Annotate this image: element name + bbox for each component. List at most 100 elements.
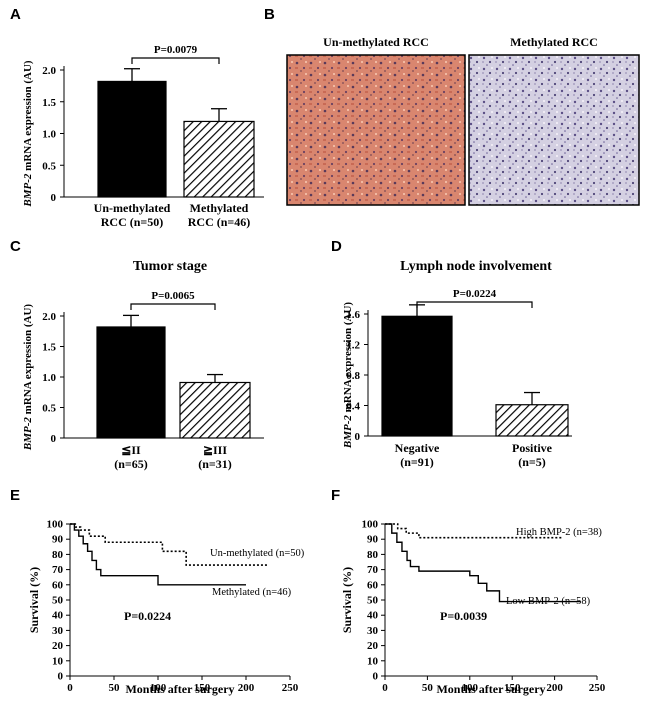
y-tick-label: 1.5	[42, 97, 56, 109]
significance-bracket	[131, 57, 220, 64]
bar-1	[97, 80, 167, 198]
y-tick-label: 60	[367, 579, 379, 591]
y-axis-label-gene: BMP-2	[22, 417, 34, 452]
y-tick-label: 60	[52, 579, 64, 591]
category-label-1: ≦II	[121, 443, 141, 457]
category-label-2: ≧III	[203, 443, 227, 457]
x-tick-label: 200	[238, 682, 255, 694]
y-tick-label: 0.8	[346, 370, 360, 382]
y-axis-label: BMP-2 mRNA expression (AU)	[22, 60, 34, 207]
survival-curve-2	[385, 523, 581, 603]
y-tick-label: 0	[51, 433, 57, 445]
series-label-1: High BMP-2 (n=38)	[516, 527, 602, 538]
y-tick-label: 1.5	[42, 342, 56, 354]
x-tick-label: 50	[109, 682, 121, 694]
y-tick-label: 2.0	[42, 65, 56, 77]
x-axis-label: Months after surgery	[436, 682, 545, 696]
panel-letter-b: B	[264, 6, 275, 23]
p-value-label: P=0.0065	[151, 290, 195, 302]
y-tick-label: 100	[362, 519, 379, 531]
bar-2	[183, 120, 255, 198]
y-tick-label: 0.4	[346, 401, 360, 413]
y-tick-label: 40	[52, 610, 64, 622]
significance-bracket	[416, 301, 533, 308]
y-axis-label-gene: BMP-2	[342, 415, 354, 450]
category-sublabel-1: (n=65)	[114, 457, 148, 471]
chart-title: Tumor stage	[133, 259, 207, 274]
x-tick-label: 200	[546, 682, 563, 694]
survival-curve-1	[385, 523, 564, 539]
y-axis-label: Survival (%)	[340, 567, 354, 633]
x-tick-label: 50	[422, 682, 434, 694]
y-axis-label-text: mRNA expression (AU)	[342, 302, 354, 415]
bar-1	[381, 315, 453, 437]
category-sublabel-2: (n=5)	[518, 455, 546, 469]
y-tick-label: 30	[52, 625, 64, 637]
y-tick-label: 40	[367, 610, 379, 622]
chart-a-bmp2-methylation: 0 0.5 1.0 1.5 2.0 BMP-2 mRNA expression (AU) U…	[22, 44, 264, 229]
category-label-1: Un-methylated	[94, 201, 171, 215]
y-tick-label: 100	[47, 519, 64, 531]
p-value-label: P=0.0224	[453, 288, 497, 300]
y-axis-label-text: mRNA expression (AU)	[22, 60, 34, 173]
x-tick-label: 250	[589, 682, 606, 694]
panel-letter-e: E	[10, 487, 20, 504]
y-tick-label: 0	[355, 431, 361, 443]
category-label-2: Positive	[512, 441, 553, 455]
category-label-1: Negative	[395, 441, 440, 455]
y-tick-label: 90	[52, 534, 64, 546]
panel-letter-f: F	[331, 487, 340, 504]
x-tick-label: 0	[67, 682, 73, 694]
bar-1	[96, 326, 166, 439]
series-label-2: Low BMP-2 (n=58)	[506, 596, 591, 607]
y-tick-label: 10	[52, 655, 64, 667]
bar-2	[495, 404, 569, 437]
panel-letter-c: C	[10, 238, 21, 255]
panel-letter-a: A	[10, 6, 21, 23]
y-tick-label: 1.0	[42, 129, 56, 141]
category-sublabel-2: (n=31)	[198, 457, 232, 471]
y-tick-label: 50	[367, 595, 379, 607]
y-tick-label: 0.5	[42, 403, 56, 415]
chart-f-survival-bmp2: 0 10 20 30 40 50 60 70 80 90 100 0 50 100 150 200 250 Mon…	[340, 519, 606, 697]
y-tick-label: 80	[367, 549, 379, 561]
y-tick-label: 70	[367, 564, 379, 576]
y-tick-label: 10	[367, 655, 379, 667]
y-tick-label: 0	[373, 671, 379, 683]
y-tick-label: 20	[367, 640, 379, 652]
survival-curve-1	[70, 523, 268, 566]
y-tick-label: 70	[52, 564, 64, 576]
y-tick-label: 2.0	[42, 311, 56, 323]
x-axis-label: Months after surgery	[125, 682, 234, 696]
y-tick-label: 90	[367, 534, 379, 546]
y-axis-label: BMP-2 mRNA expression (AU)	[22, 304, 34, 451]
x-tick-label: 150	[194, 682, 211, 694]
y-axis-label: BMP-2 mRNA expression (AU)	[342, 302, 354, 449]
category-sublabel-1: (n=91)	[400, 455, 434, 469]
image-label-methylated: Methylated RCC	[510, 35, 598, 49]
p-value-label: P=0.0224	[124, 609, 171, 623]
panel-letter-d: D	[331, 238, 342, 255]
y-tick-label: 1.0	[42, 372, 56, 384]
category-label-2: Methylated	[190, 201, 249, 215]
y-tick-label: 30	[367, 625, 379, 637]
histology-image-methylated	[468, 54, 640, 206]
y-tick-label: 1.6	[346, 309, 360, 321]
bar-2	[179, 381, 251, 439]
series-label-2: Methylated (n=46)	[212, 587, 292, 598]
x-tick-label: 150	[504, 682, 521, 694]
y-tick-label: 20	[52, 640, 64, 652]
y-axis-label: Survival (%)	[27, 567, 41, 633]
histology-image-unmethylated	[286, 54, 466, 206]
y-tick-label: 0	[58, 671, 64, 683]
y-tick-label: 50	[52, 595, 64, 607]
series-label-1: Un-methylated (n=50)	[210, 548, 305, 559]
image-label-unmethylated: Un-methylated RCC	[323, 35, 429, 49]
x-tick-label: 250	[282, 682, 299, 694]
category-sublabel-1: RCC (n=50)	[101, 215, 164, 229]
y-tick-label: 0.5	[42, 160, 56, 172]
chart-c-tumor-stage: Tumor stage 0 0.5 1.0 1.5 2.0 BMP-2 mRNA expre…	[22, 259, 264, 471]
y-axis-label-gene: BMP-2	[22, 173, 34, 208]
x-tick-label: 0	[382, 682, 388, 694]
